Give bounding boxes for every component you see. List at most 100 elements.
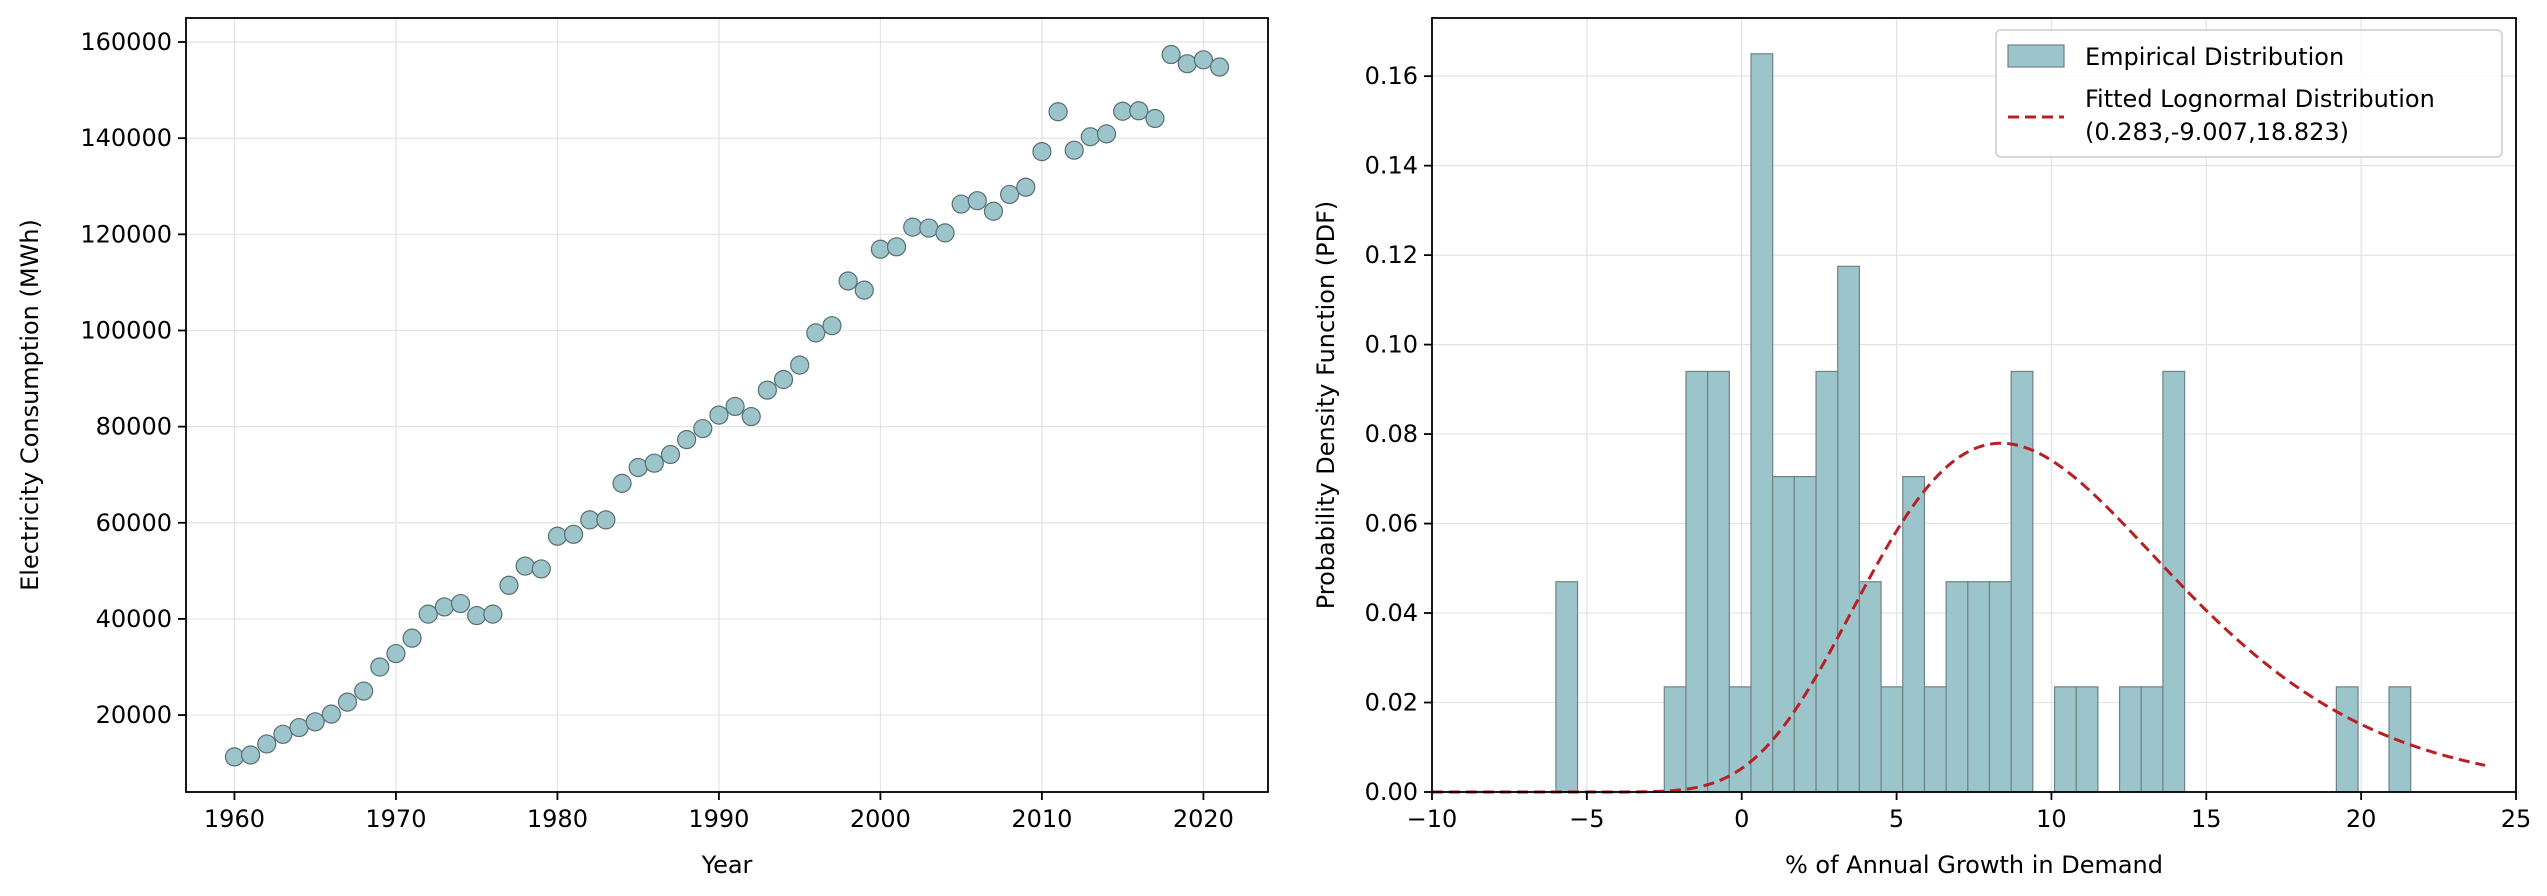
scatter-point — [644, 453, 664, 473]
histogram-bar — [2118, 686, 2142, 793]
scatter-y-tick-label: 120000 — [80, 220, 172, 248]
histogram-y-tick-label: 0.16 — [1365, 62, 1418, 90]
histogram-x-tick-label: 15 — [2191, 805, 2222, 833]
histogram-bar — [1967, 581, 1991, 793]
scatter-point — [854, 280, 874, 300]
scatter-point — [370, 657, 390, 677]
histogram-bar — [2010, 370, 2034, 793]
scatter-point — [337, 692, 358, 712]
scatter-point — [951, 194, 971, 214]
histogram-bar — [1750, 53, 1774, 793]
scatter-point — [983, 201, 1004, 221]
scatter-point — [418, 604, 438, 624]
scatter-point — [967, 191, 987, 211]
legend-empirical-swatch — [2007, 44, 2065, 68]
scatter-x-tick-label: 2010 — [1011, 805, 1072, 833]
scatter-point — [580, 510, 600, 530]
scatter-point — [935, 223, 955, 243]
legend-fitted-label: Fitted Lognormal Distribution — [2085, 85, 2435, 113]
scatter-point — [483, 604, 503, 624]
scatter-x-axis-title: Year — [701, 851, 753, 879]
scatter-point — [677, 430, 697, 450]
scatter-y-tick-label: 160000 — [80, 28, 172, 56]
histogram-x-axis-title: % of Annual Growth in Demand — [1785, 851, 2163, 879]
histogram-y-tick-label: 0.06 — [1365, 510, 1418, 538]
scatter-point — [1145, 108, 1165, 129]
histogram-y-tick-label: 0.12 — [1365, 241, 1418, 269]
scatter-y-tick-label: 80000 — [96, 413, 172, 441]
histogram-bar — [1988, 581, 2012, 793]
scatter-point — [1113, 101, 1133, 121]
scatter-points — [224, 44, 1230, 767]
legend-fitted-params: (0.283,-9.007,18.823) — [2085, 118, 2349, 146]
scatter-point — [838, 271, 858, 291]
histogram-y-axis-title: Probability Density Function (PDF) — [1312, 201, 1340, 610]
scatter-point — [919, 218, 939, 238]
legend: Empirical Distribution Fitted Lognormal … — [1995, 29, 2503, 158]
histogram-bar — [2075, 686, 2099, 793]
scatter-point — [660, 444, 681, 465]
scatter-ticks: 1960 1970 1980 1990 2000 2010 2020 20000 40000 60… — [80, 28, 1234, 833]
histogram-x-tick-label: 10 — [2036, 805, 2067, 833]
histogram-x-tick-label: 0 — [1734, 805, 1749, 833]
scatter-point — [563, 524, 584, 544]
histogram-bar — [2140, 686, 2164, 793]
scatter-point — [1032, 142, 1052, 162]
scatter-point — [402, 628, 422, 648]
histogram-bar — [2053, 686, 2077, 793]
histogram-x-tick-label: −5 — [1569, 805, 1604, 833]
scatter-plot-frame — [185, 17, 1269, 793]
histogram-bar — [1837, 265, 1861, 793]
scatter-point — [870, 239, 891, 259]
scatter-point — [450, 593, 471, 614]
scatter-point — [1016, 177, 1036, 197]
scatter-point — [240, 745, 261, 765]
scatter-point — [1080, 127, 1100, 147]
histogram-y-tick-label: 0.00 — [1365, 778, 1418, 806]
scatter-point — [822, 316, 842, 336]
histogram-bar — [1555, 581, 1579, 793]
scatter-point — [806, 323, 826, 343]
legend-empirical-label: Empirical Distribution — [2085, 43, 2344, 71]
scatter-point — [547, 526, 568, 546]
histogram-bar — [1945, 581, 1969, 793]
scatter-point — [612, 473, 632, 493]
histogram-ticks: −10 −5 0 5 10 15 20 25 0.00 0.02 0.04 0.06 0.08 0.10 0… — [1365, 62, 2532, 833]
histogram-y-tick-label: 0.02 — [1365, 689, 1418, 717]
histogram-panel: −10 −5 0 5 10 15 20 25 0.00 0.02 0.04 0.06 0.08 0.10 0… — [1312, 17, 2532, 879]
scatter-point — [1209, 57, 1230, 77]
histogram-y-tick-label: 0.08 — [1365, 420, 1418, 448]
histogram-y-tick-label: 0.10 — [1365, 331, 1418, 359]
scatter-point — [1161, 44, 1181, 65]
scatter-point — [257, 734, 277, 754]
histogram-bar — [1663, 686, 1687, 793]
histogram-bar — [1902, 475, 1926, 793]
histogram-x-tick-label: 20 — [2346, 805, 2377, 833]
scatter-point — [790, 355, 810, 375]
scatter-point — [773, 369, 794, 390]
histogram-bar — [1728, 686, 1752, 793]
scatter-point — [1096, 124, 1117, 144]
scatter-point — [1193, 50, 1214, 70]
scatter-y-tick-label: 140000 — [80, 124, 172, 152]
scatter-x-tick-label: 2000 — [850, 805, 911, 833]
histogram-bar — [1772, 475, 1795, 793]
scatter-point — [1129, 101, 1149, 121]
scatter-point — [725, 396, 745, 417]
histogram-bar — [1880, 686, 1904, 793]
scatter-point — [354, 681, 374, 701]
scatter-x-tick-label: 1990 — [688, 805, 749, 833]
scatter-y-tick-label: 20000 — [96, 701, 172, 729]
histogram-bar — [1858, 581, 1882, 793]
scatter-y-tick-label: 40000 — [96, 605, 172, 633]
histogram-bar — [1707, 370, 1730, 793]
histogram-bar — [1923, 686, 1947, 793]
scatter-point — [305, 712, 325, 732]
scatter-panel: 1960 1970 1980 1990 2000 2010 2020 20000 40000 60… — [16, 17, 1269, 879]
histogram-y-tick-label: 0.04 — [1365, 599, 1418, 627]
scatter-point — [434, 597, 454, 617]
scatter-point — [1048, 102, 1068, 122]
scatter-y-axis-title: Electricity Consumption (MWh) — [16, 219, 44, 591]
legend-box — [1995, 29, 2503, 158]
